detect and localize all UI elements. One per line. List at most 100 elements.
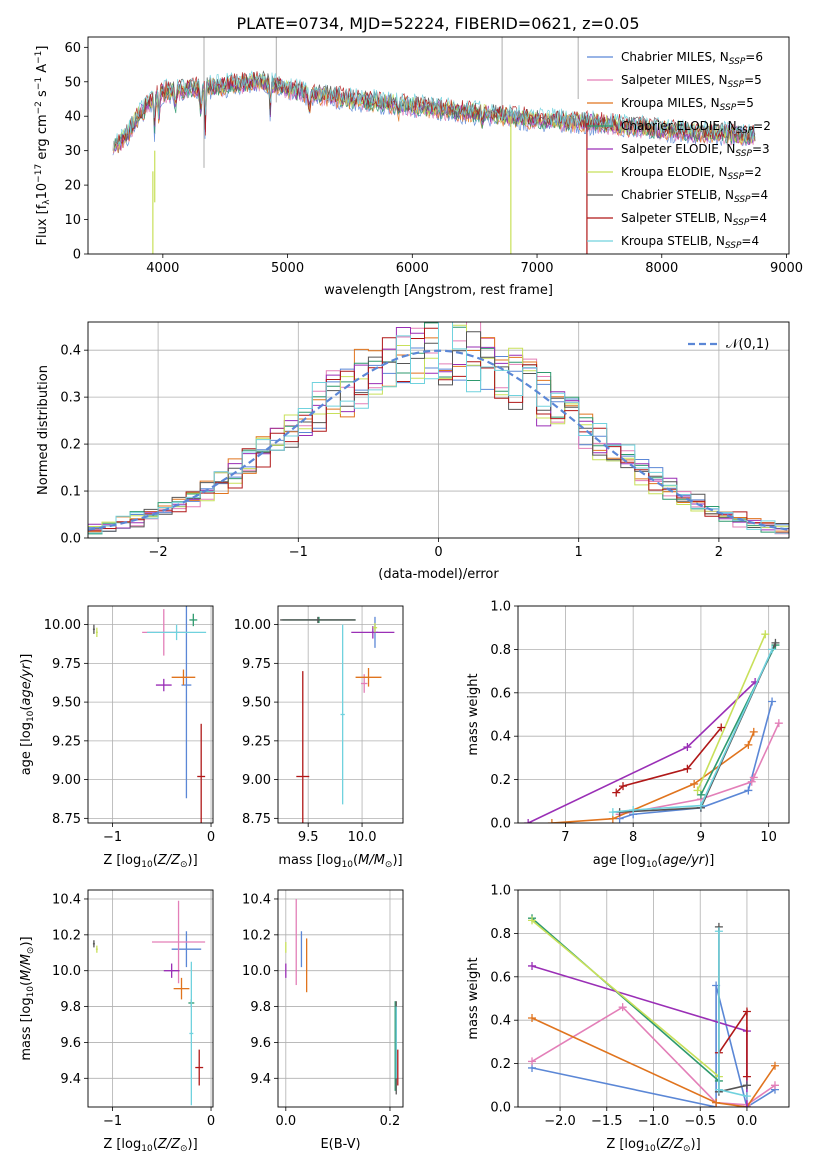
age-vs-z-xtick-label-0: −1 xyxy=(103,830,122,845)
spectrum-model-7 xyxy=(115,71,755,146)
age-vs-z-xtick-label-1: 0 xyxy=(207,830,215,845)
spectrum-ytick-label-4: 40 xyxy=(64,110,81,125)
legend-label-3: Chabrier ELODIE, NSSP=2 xyxy=(621,119,771,136)
spectrum-model-8 xyxy=(115,70,756,146)
mass-vs-z-ytick-label-0: 9.4 xyxy=(60,1072,81,1087)
panels: 4000 5000 6000 7000 8000 90000102030405060Cha… xyxy=(19,36,803,1154)
mass-weight-vs-z-marker-2-3 xyxy=(770,1061,779,1070)
mass-weight-vs-z-xtick-label-3: −0.5 xyxy=(684,1114,716,1129)
mass-weight-vs-z-xtick-label-4: 0.0 xyxy=(737,1114,758,1129)
legend-label-2: Kroupa MILES, NSSP=5 xyxy=(621,96,754,113)
age-vs-mass-ytick-label-2: 9.25 xyxy=(242,734,271,749)
spectrum-xtick-label-4: 8000 xyxy=(645,261,678,276)
age-vs-mass-xtick-label-1: 10.0 xyxy=(348,830,377,845)
mass-weight-vs-z-marker-2-1 xyxy=(712,1098,721,1107)
mass-weight-vs-age-xlabel: age [log10(age/yr)] xyxy=(593,853,715,870)
mass-weight-vs-z-marker-4-0 xyxy=(528,961,537,970)
age-vs-z-ylabel: age [log10(age/yr)] xyxy=(19,654,36,776)
age-vs-z-ytick-label-3: 9.50 xyxy=(52,696,81,711)
mass-weight-vs-age-ytick-label-2: 0.4 xyxy=(490,730,511,745)
mass-weight-vs-z-marker-5-0 xyxy=(528,916,537,925)
legend-label-6: Chabrier STELIB, NSSP=4 xyxy=(621,188,768,205)
residuals-axes-frame xyxy=(87,321,790,539)
spectrum-ylabel: Flux [fλ10−17 erg cm−2 s−1 A−1] xyxy=(34,46,52,246)
age-vs-mass-xlabel: mass [log10(M/M⊙)] xyxy=(278,853,402,870)
mass-weight-vs-age-marker-6-2 xyxy=(771,638,780,647)
mass-weight-vs-z-marker-8-2 xyxy=(742,1092,751,1101)
mass-vs-ebv-axes-frame xyxy=(277,889,404,1108)
age-vs-mass-ytick-label-1: 9.00 xyxy=(242,773,271,788)
mass-weight-vs-z-marker-1-4 xyxy=(770,1081,779,1090)
mass-weight-vs-age-marker-8-1 xyxy=(629,805,638,814)
residuals-ytick-label-3: 0.3 xyxy=(60,391,81,406)
mass-weight-vs-z-ytick-label-5: 1.0 xyxy=(490,884,511,899)
residuals-xtick-label-1: −1 xyxy=(289,545,308,560)
spectrum-xtick-label-3: 7000 xyxy=(520,261,553,276)
age-vs-z-ytick-label-0: 8.75 xyxy=(52,812,81,827)
mass-weight-vs-z-panel: −2.0 −1.5 −1.0 −0.5 0.0 0.0 0.2 0.4 0.6 0.8 1.0 Z [… xyxy=(466,884,790,1154)
mass-weight-vs-age-marker-8-3 xyxy=(768,645,777,654)
mass-vs-z-axes-frame xyxy=(87,889,214,1108)
age-vs-z-panel: −1 0 8.75 9.00 9.25 9.50 9.75 10.00 Z [log10(Z/Z… xyxy=(19,605,215,870)
mass-weight-vs-z-marker-2-0 xyxy=(528,1014,537,1023)
normal-reference-curve xyxy=(88,349,789,531)
age-vs-z-axes-frame xyxy=(87,605,214,824)
mass-weight-vs-age-axes-frame xyxy=(517,605,790,824)
mass-vs-ebv-ytick-label-1: 9.6 xyxy=(250,1036,271,1051)
mass-weight-vs-age-plot-area xyxy=(524,630,783,823)
mass-weight-vs-age-ytick-label-4: 0.8 xyxy=(490,643,511,658)
legend-label-4: Salpeter ELODIE, NSSP=3 xyxy=(621,142,770,159)
mass-weight-vs-z-marker-1-0 xyxy=(528,1057,537,1066)
residuals-xlabel: (data-model)/error xyxy=(378,567,499,582)
mass-vs-ebv-ytick-label-0: 9.4 xyxy=(250,1072,271,1087)
mass-weight-vs-age-marker-2-4 xyxy=(749,727,758,736)
mass-weight-vs-age-marker-5-0 xyxy=(693,786,702,795)
age-vs-z-xlabel: Z [log10(Z/Z⊙)] xyxy=(103,853,197,870)
mass-weight-vs-age-marker-8-2 xyxy=(696,801,705,810)
mass-weight-vs-age-marker-2-3 xyxy=(744,740,753,749)
mass-weight-vs-z-marker-8-1 xyxy=(714,1085,723,1094)
legend-label-1: Salpeter MILES, NSSP=5 xyxy=(621,73,762,90)
mass-weight-vs-age-marker-7-3 xyxy=(717,723,726,732)
mass-vs-ebv-xtick-label-0: 0.0 xyxy=(275,1114,296,1129)
mass-weight-vs-age-marker-7-1 xyxy=(619,782,628,791)
residuals-ytick-label-4: 0.4 xyxy=(60,344,81,359)
mass-weight-vs-age-marker-0-3 xyxy=(744,786,753,795)
mass-weight-vs-z-ytick-label-4: 0.8 xyxy=(490,927,511,942)
mass-vs-ebv-panel: 0.0 0.2 9.4 9.6 9.8 10.0 10.2 10.4 E(B-V) xyxy=(242,889,404,1152)
age-vs-z-ytick-label-2: 9.25 xyxy=(52,734,81,749)
mass-vs-z-panel: −1 0 9.4 9.6 9.8 10.0 10.2 10.4 Z [log10(Z/Z⊙)] m… xyxy=(19,889,215,1154)
mass-weight-vs-age-marker-7-2 xyxy=(683,764,692,773)
residuals-ytick-label-2: 0.2 xyxy=(60,438,81,453)
age-vs-mass-xtick-label-0: 9.5 xyxy=(298,830,319,845)
mass-weight-vs-age-marker-1-2 xyxy=(747,777,756,786)
mass-vs-ebv-ytick-label-5: 10.4 xyxy=(242,892,271,907)
mass-weight-vs-z-plot-area xyxy=(528,914,779,1107)
mass-weight-vs-age-marker-1-3 xyxy=(749,773,758,782)
mass-vs-z-ylabel: mass [log10(M/M⊙)] xyxy=(19,936,36,1060)
mass-vs-z-xtick-label-0: −1 xyxy=(103,1114,122,1129)
residuals-ytick-label-0: 0.0 xyxy=(60,532,81,547)
mass-vs-z-xlabel: Z [log10(Z/Z⊙)] xyxy=(103,1137,197,1154)
age-vs-mass-ytick-label-4: 9.75 xyxy=(242,657,271,672)
spectrum-ytick-label-6: 60 xyxy=(64,41,81,56)
spectrum-panel: 4000 5000 6000 7000 8000 9000 0 10 20 30 40 50 60 Cha… xyxy=(34,36,803,298)
spectrum-axes-frame xyxy=(87,36,790,255)
mass-weight-vs-age-xtick-label-3: 10 xyxy=(760,830,777,845)
age-vs-mass-ytick-label-0: 8.75 xyxy=(242,812,271,827)
spectrum-xlabel: wavelength [Angstrom, rest frame] xyxy=(324,283,553,298)
mass-vs-ebv-ytick-label-2: 9.8 xyxy=(250,1000,271,1015)
residuals-xtick-label-2: 0 xyxy=(434,545,442,560)
mass-weight-vs-z-ylabel: mass weight xyxy=(466,957,481,1039)
mass-weight-vs-age-ytick-label-5: 1.0 xyxy=(490,600,511,615)
residuals-ytick-label-1: 0.1 xyxy=(60,485,81,500)
age-vs-z-ytick-label-5: 10.00 xyxy=(44,618,81,633)
mass-weight-vs-z-series-2 xyxy=(531,1017,776,1107)
mass-weight-vs-z-ytick-label-1: 0.2 xyxy=(490,1057,511,1072)
mass-weight-vs-z-marker-1-1 xyxy=(618,1003,627,1012)
mass-weight-vs-age-marker-1-4 xyxy=(774,719,783,728)
age-vs-z-ytick-label-4: 9.75 xyxy=(52,657,81,672)
spectrum-xtick-label-1: 5000 xyxy=(271,261,304,276)
mass-weight-vs-z-xtick-label-1: −1.5 xyxy=(591,1114,623,1129)
